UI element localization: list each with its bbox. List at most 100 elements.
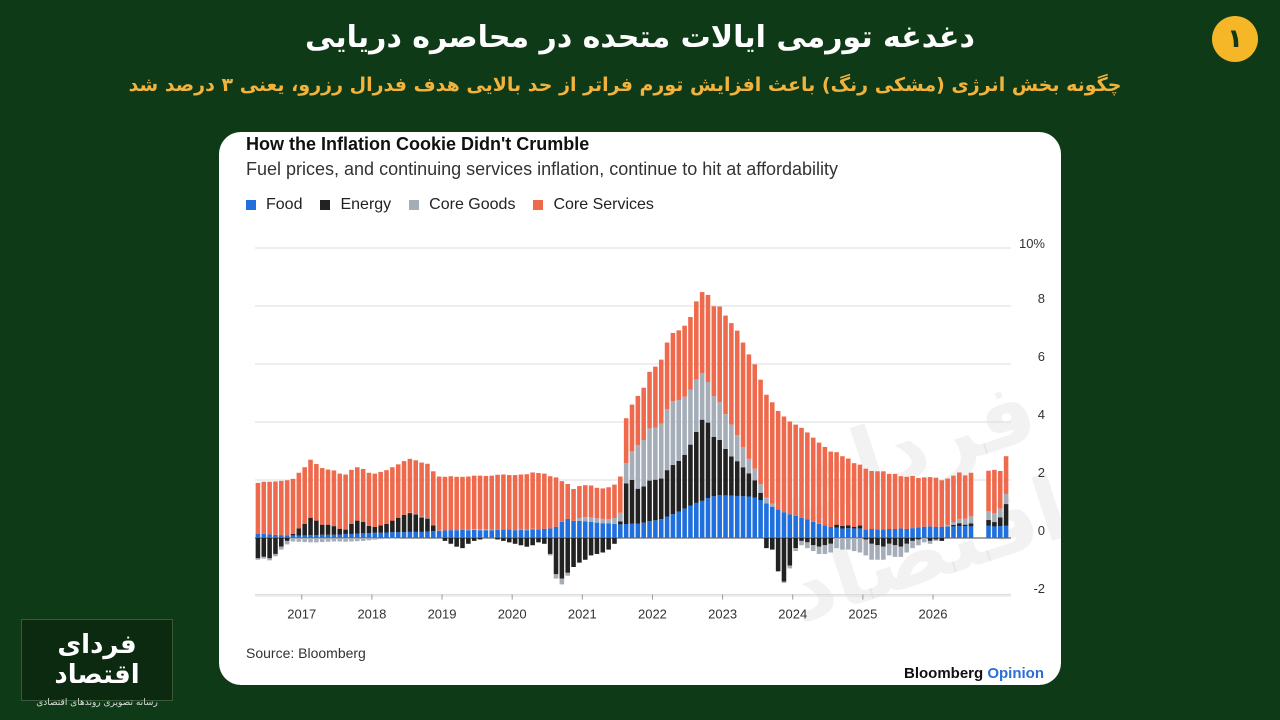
bar-energy — [857, 525, 863, 529]
bar-core-services — [933, 477, 939, 527]
x-tick-label: 2026 — [919, 607, 948, 622]
bar-food — [325, 534, 331, 538]
bar-energy — [343, 529, 348, 534]
bar-core-goods — [992, 513, 997, 523]
bar-food — [799, 517, 804, 538]
bar-core-goods — [904, 543, 909, 553]
bar-energy — [512, 538, 518, 544]
fardaye-eghtesad-logo: فردای اقتصاد رسانه تصویری روندهای اقتصاد… — [21, 619, 173, 708]
bar-core-goods — [331, 538, 337, 542]
bar-core-services — [308, 459, 313, 518]
bar-food — [629, 523, 635, 538]
bar-core-services — [506, 475, 512, 530]
bar-energy — [734, 461, 740, 496]
bar-energy — [635, 488, 641, 524]
bar-core-goods — [699, 373, 705, 420]
bar-food — [945, 526, 950, 538]
bar-core-services — [734, 330, 740, 436]
bar-core-goods — [635, 445, 641, 489]
bar-energy — [793, 538, 798, 549]
bar-food — [319, 534, 325, 538]
bar-energy — [828, 538, 834, 544]
bar-food — [805, 519, 810, 538]
bar-core-services — [337, 473, 343, 529]
x-tick-label: 2025 — [848, 607, 877, 622]
bar-food — [588, 521, 594, 538]
bar-energy — [904, 538, 909, 544]
bar-core-goods — [419, 516, 424, 518]
bar-food — [331, 534, 337, 538]
bar-core-services — [501, 474, 506, 530]
bar-food — [916, 527, 921, 538]
bar-core-services — [343, 474, 348, 530]
bar-food — [372, 532, 378, 538]
bar-core-goods — [945, 524, 950, 527]
bar-food — [1003, 525, 1009, 538]
bar-core-services — [577, 486, 582, 518]
bar-core-goods — [302, 538, 307, 543]
bar-food — [752, 497, 758, 538]
bar-core-services — [512, 475, 518, 531]
bar-food — [781, 512, 787, 538]
bar-energy — [992, 522, 997, 527]
bar-food — [349, 533, 354, 538]
bar-food — [816, 523, 822, 538]
bar-energy — [501, 538, 506, 541]
bar-core-services — [729, 323, 734, 425]
bar-core-goods — [594, 518, 600, 523]
bar-food — [559, 521, 565, 538]
bar-energy — [775, 538, 781, 572]
bar-energy — [366, 525, 372, 534]
bar-food — [957, 526, 962, 538]
bar-energy — [881, 538, 886, 547]
bar-core-services — [460, 476, 465, 530]
bar-core-services — [898, 476, 904, 529]
bar-food — [904, 529, 909, 538]
bar-core-services — [319, 468, 325, 525]
bar-core-goods — [746, 458, 752, 474]
bar-core-services — [857, 464, 863, 526]
bar-energy — [723, 448, 728, 496]
bar-energy — [395, 517, 401, 533]
bar-food — [495, 529, 500, 538]
bar-core-services — [816, 442, 822, 524]
bar-food — [892, 529, 898, 538]
bar-energy — [746, 473, 752, 497]
bar-core-services — [647, 371, 652, 429]
bar-core-goods — [875, 545, 880, 560]
bloomberg-opinion-logo: Bloomberg Opinion — [904, 665, 1044, 682]
bar-core-goods — [734, 435, 740, 462]
logo-tagline: رسانه تصویری روندهای اقتصادی — [36, 698, 158, 708]
bar-energy — [594, 538, 600, 554]
bar-core-services — [787, 421, 793, 515]
bar-core-goods — [658, 423, 664, 479]
bar-core-services — [331, 470, 337, 527]
bar-core-services — [676, 330, 682, 400]
bar-core-goods — [869, 543, 874, 560]
bar-energy — [547, 538, 553, 554]
page-subtitle: چگونه بخش انرژی (مشکی رنگ) باعث افزایش ت… — [128, 74, 1122, 96]
bar-energy — [810, 538, 816, 546]
bar-core-services — [582, 485, 588, 518]
bar-food — [770, 506, 775, 538]
bar-core-goods — [606, 519, 611, 524]
bar-food — [314, 535, 319, 538]
bar-food — [921, 526, 927, 538]
bar-food — [343, 533, 348, 538]
bar-core-goods — [711, 396, 717, 437]
bar-energy — [933, 538, 939, 540]
bar-food — [834, 527, 839, 538]
bar-core-services — [390, 467, 395, 521]
bar-core-services — [834, 452, 839, 525]
bar-food — [296, 535, 302, 538]
bar-food — [962, 526, 968, 538]
bar-food — [851, 528, 857, 538]
x-tick-label: 2018 — [357, 607, 386, 622]
bar-energy — [863, 538, 869, 540]
bar-food — [290, 535, 296, 538]
bar-core-services — [910, 475, 915, 529]
bar-energy — [886, 538, 892, 544]
bar-energy — [851, 526, 857, 529]
bar-core-services — [314, 464, 319, 521]
bar-food — [577, 520, 582, 538]
